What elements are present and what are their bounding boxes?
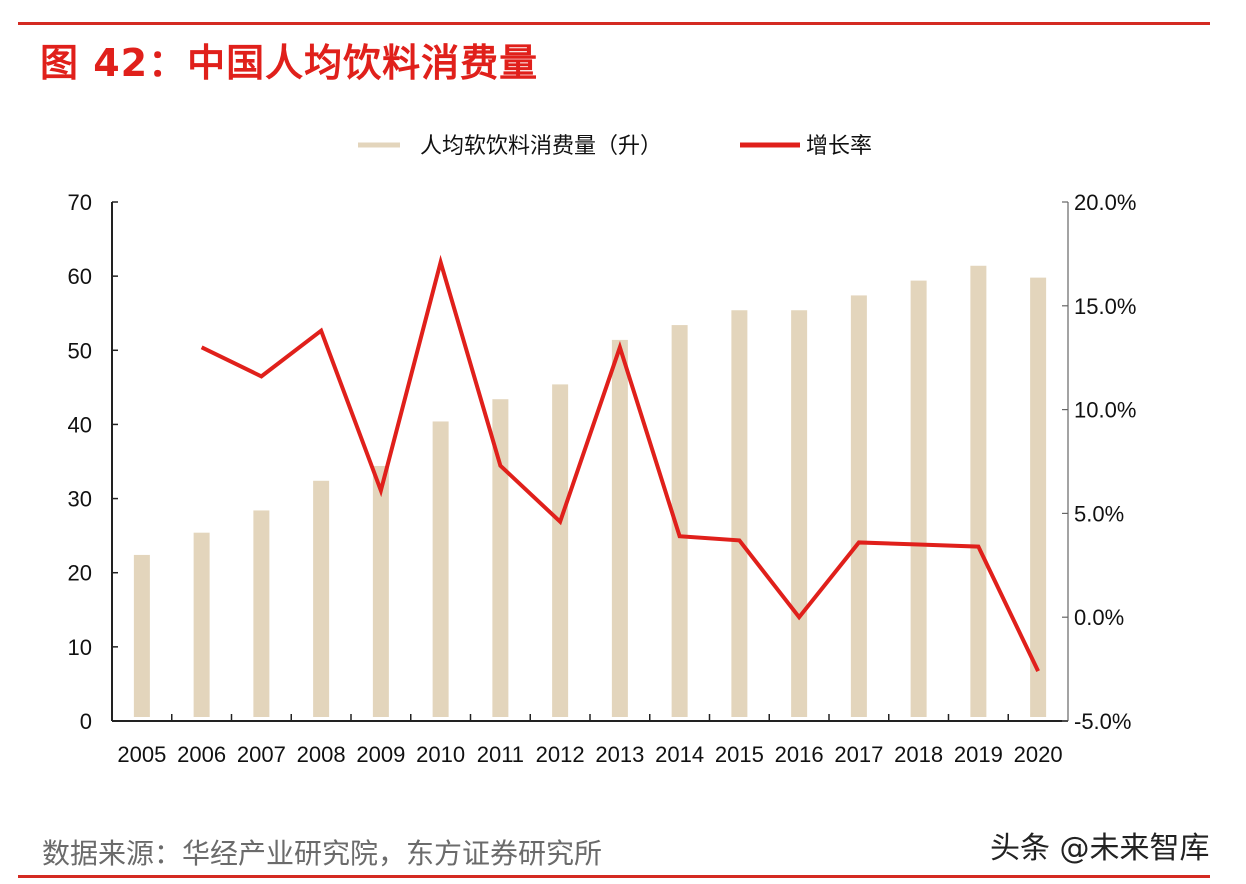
x-tick-label: 2008 bbox=[297, 742, 346, 767]
bar bbox=[133, 554, 150, 717]
bar bbox=[313, 480, 330, 717]
x-tick-label: 2020 bbox=[1014, 742, 1063, 767]
x-tick-label: 2013 bbox=[595, 742, 644, 767]
x-tick-label: 2014 bbox=[655, 742, 704, 767]
right-tick-label: 20.0% bbox=[1074, 190, 1136, 215]
bar bbox=[910, 280, 927, 717]
legend-line-label: 增长率 bbox=[806, 134, 872, 159]
bar bbox=[492, 399, 509, 717]
bar bbox=[193, 532, 210, 717]
bar bbox=[432, 421, 449, 717]
left-tick-label: 40 bbox=[68, 412, 92, 437]
x-tick-label: 2009 bbox=[356, 742, 405, 767]
x-tick-label: 2017 bbox=[834, 742, 883, 767]
bar bbox=[552, 384, 569, 717]
left-tick-label: 30 bbox=[68, 487, 92, 512]
right-tick-label: 15.0% bbox=[1074, 294, 1136, 319]
legend-bar-label: 人均软饮料消费量（升） bbox=[420, 134, 662, 159]
left-tick-label: 70 bbox=[68, 190, 92, 215]
x-tick-label: 2007 bbox=[237, 742, 286, 767]
bar bbox=[253, 510, 270, 717]
x-tick-label: 2018 bbox=[894, 742, 943, 767]
x-tick-label: 2006 bbox=[177, 742, 226, 767]
left-tick-label: 60 bbox=[68, 264, 92, 289]
left-tick-label: 50 bbox=[68, 338, 92, 363]
bar bbox=[850, 295, 867, 717]
figure-title: 图 42：中国人均饮料消费量 bbox=[40, 41, 539, 85]
left-tick-label: 0 bbox=[80, 709, 92, 734]
right-tick-label: 10.0% bbox=[1074, 398, 1136, 423]
bar bbox=[731, 310, 748, 717]
x-tick-label: 2011 bbox=[477, 742, 524, 767]
x-tick-label: 2005 bbox=[117, 742, 166, 767]
bar bbox=[372, 465, 389, 717]
left-tick-label: 20 bbox=[68, 561, 92, 586]
watermark: 头条 @未来智库 bbox=[990, 831, 1210, 866]
left-tick-label: 10 bbox=[68, 635, 92, 660]
right-tick-label: 5.0% bbox=[1074, 501, 1124, 526]
bottom-rule bbox=[18, 875, 1210, 878]
x-tick-label: 2019 bbox=[954, 742, 1003, 767]
bar bbox=[791, 310, 808, 717]
right-tick-label: 0.0% bbox=[1074, 605, 1124, 630]
bar bbox=[1030, 277, 1047, 717]
x-tick-label: 2016 bbox=[775, 742, 824, 767]
x-tick-label: 2010 bbox=[416, 742, 465, 767]
x-tick-label: 2015 bbox=[715, 742, 764, 767]
top-rule bbox=[18, 22, 1210, 25]
right-tick-label: -5.0% bbox=[1074, 709, 1131, 734]
data-source: 数据来源：华经产业研究院，东方证券研究所 bbox=[42, 837, 603, 870]
bar bbox=[970, 265, 987, 717]
bar bbox=[611, 339, 628, 717]
x-tick-label: 2012 bbox=[536, 742, 585, 767]
bar bbox=[671, 325, 688, 717]
